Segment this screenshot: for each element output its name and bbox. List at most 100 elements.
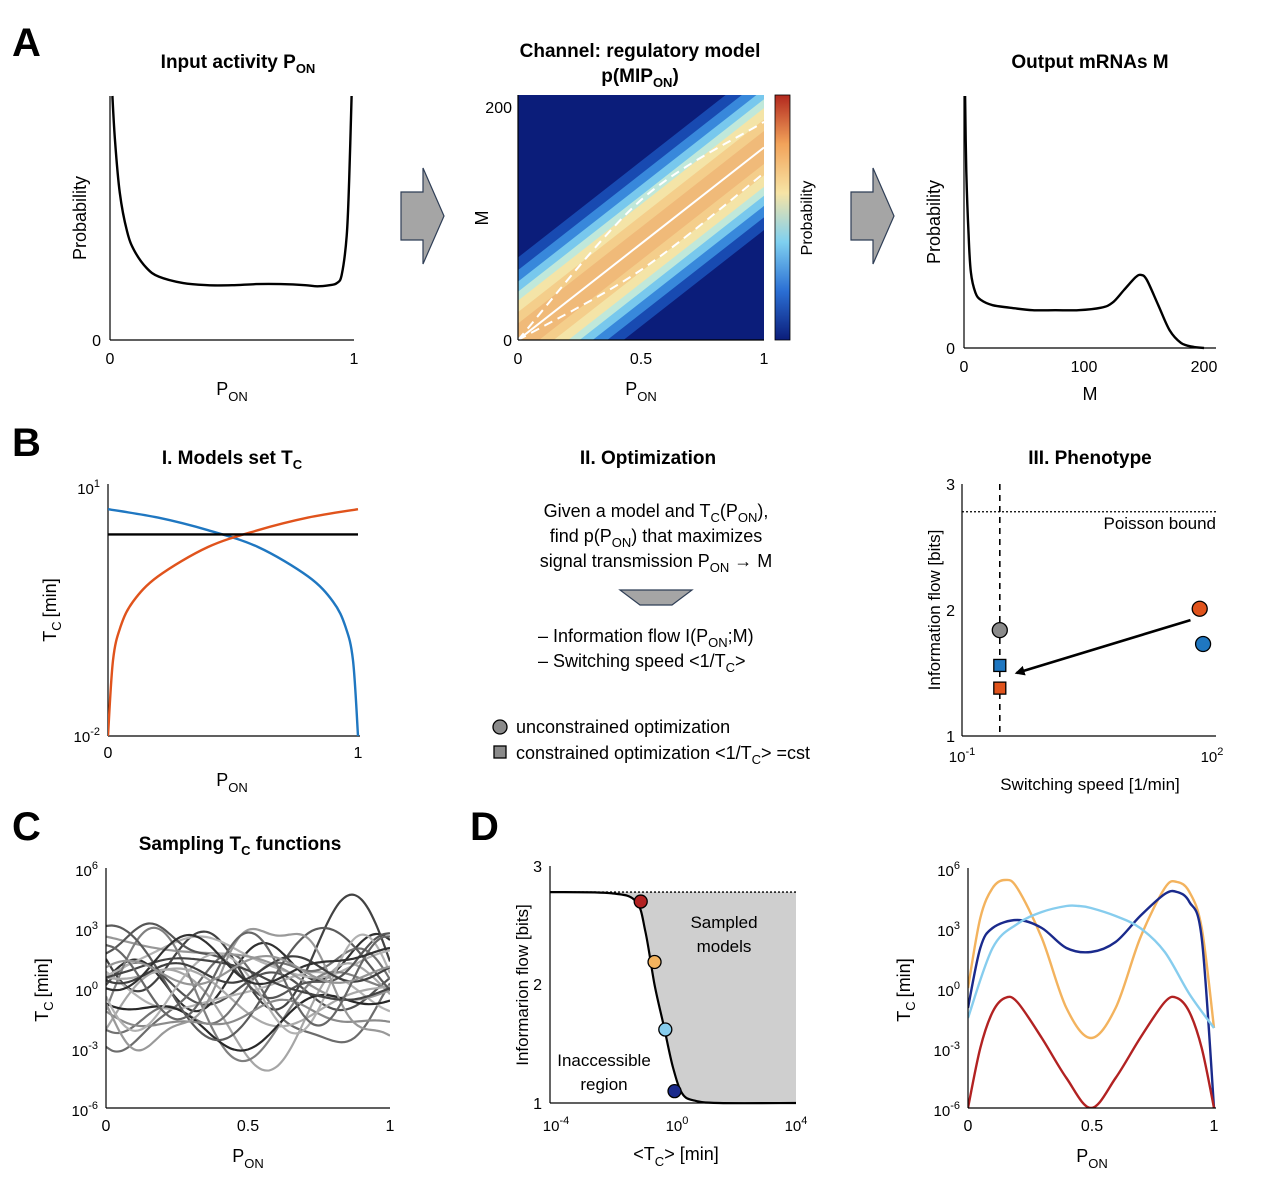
a2-ytick-200: 200 — [485, 100, 512, 117]
legend-constrained-label: constrained optimization <1/TC> =cst — [516, 743, 810, 767]
legend-square-marker — [493, 745, 507, 759]
chart-a3: Output mRNAs M Probability 0 0 100 200 M — [924, 52, 1217, 404]
a3-distribution-line — [963, 95, 1205, 350]
a2-xtick-1: 1 — [760, 351, 769, 368]
c-curve-19 — [106, 931, 390, 1027]
a1-xtick-1: 1 — [350, 351, 359, 368]
b2-down-arrow — [618, 589, 694, 606]
a1-ytick-0: 0 — [92, 333, 101, 350]
legend-unconstrained-label: unconstrained optimization — [516, 717, 730, 737]
b3-ylabel: Information flow [bits] — [925, 530, 944, 691]
flow-arrow-1 — [400, 167, 445, 265]
b3-title: III. Phenotype — [1028, 448, 1152, 469]
b3-optimization-arrow — [1014, 618, 1191, 676]
d2-ylabel: TC[min] — [894, 958, 918, 1021]
a2-colorbar — [774, 94, 791, 341]
a1-title: Input activity PON — [161, 52, 316, 76]
b2-output-information: – Information flow I(PON;M) — [538, 626, 754, 650]
d2-xtick-1: 1 — [1210, 1118, 1219, 1135]
c-ytick-1e3: 103 — [75, 920, 98, 940]
d2-xtick-05: 0.5 — [1081, 1118, 1103, 1135]
d1-inaccessible-label-2: region — [580, 1075, 627, 1094]
c-ylabel: TC[min] — [32, 958, 56, 1021]
a2-xlabel: PON — [625, 379, 657, 404]
c-curve-8 — [106, 926, 390, 1063]
d2-ytick-1e6: 106 — [937, 860, 960, 880]
a2-title-line2: p(MIPON) — [601, 66, 679, 90]
a2-xtick-0: 0 — [514, 351, 523, 368]
b1-ytick-bottom: 10-2 — [74, 726, 100, 746]
chart-a2: Channel: regulatory model p(MIPON) 200 0… — [472, 41, 816, 404]
a2-xtick-05: 0.5 — [630, 351, 652, 368]
b1-xlabel: PON — [216, 770, 248, 795]
b3-point-4 — [1194, 635, 1212, 653]
d1-point-2 — [658, 1022, 673, 1037]
c-curve-21 — [106, 954, 390, 986]
panel-letter-c: C — [12, 805, 41, 849]
c-xtick-1: 1 — [386, 1118, 395, 1135]
d1-ylabel: Informarion flow [bits] — [513, 904, 532, 1066]
a3-xtick-200: 200 — [1191, 359, 1218, 376]
chart-a1: Input activity PON Probability 0 0 1 PON — [70, 52, 359, 404]
d1-ytick-1: 1 — [533, 1096, 542, 1113]
d1-xtick-1e-4: 10-4 — [543, 1115, 569, 1135]
panel-b2: II. Optimization Given a model and TC(PO… — [492, 448, 810, 767]
a1-distribution-line — [111, 95, 353, 288]
d1-sampled-label-2: models — [697, 937, 752, 956]
panel-letter-d: D — [470, 805, 499, 849]
b3-point-2 — [993, 681, 1007, 695]
chart-d2: 106 103 100 10-3 10-6 TC[min] 0 0.5 1 PO… — [894, 860, 1219, 1171]
d2-xtick-0: 0 — [964, 1118, 973, 1135]
b1-title: I. Models set TC — [162, 448, 303, 472]
c-xlabel: PON — [232, 1146, 264, 1171]
c-ytick-1e6: 106 — [75, 860, 98, 880]
c-ytick-1e0: 100 — [75, 980, 98, 1000]
d1-ytick-3: 3 — [533, 859, 542, 876]
d2-series-light_blue — [968, 904, 1215, 1029]
b1-ylabel: TC[min] — [40, 578, 64, 641]
b2-desc-line2: find p(PON) that maximizes — [550, 526, 763, 550]
b3-xlabel: Switching speed [1/min] — [1000, 775, 1180, 794]
d1-ytick-2: 2 — [533, 977, 542, 994]
b1-series-orange — [108, 508, 359, 736]
a2-title-line1: Channel: regulatory model — [520, 41, 761, 62]
a2-ytick-0: 0 — [503, 333, 512, 350]
d1-xlabel: <TC> [min] — [633, 1144, 718, 1169]
b1-ytick-top: 101 — [77, 478, 100, 498]
b2-title: II. Optimization — [580, 448, 716, 469]
c-xtick-05: 0.5 — [237, 1118, 259, 1135]
chart-b1: I. Models set TC 101 10-2 TC[min] 0 1 PO… — [40, 448, 363, 795]
a1-xlabel: PON — [216, 379, 248, 404]
d1-sampled-label-1: Sampled — [690, 913, 757, 932]
panel-letter-b: B — [12, 421, 41, 465]
b1-xtick-1: 1 — [354, 745, 363, 762]
d1-point-1 — [647, 954, 662, 970]
b3-xtick-left: 10-1 — [949, 746, 975, 766]
a1-ylabel: Probability — [70, 176, 90, 260]
c-ytick-1e-3: 10-3 — [72, 1040, 98, 1060]
b3-ytick-1: 1 — [946, 729, 955, 746]
c-curve-4 — [106, 952, 390, 1053]
c-curve-20 — [106, 933, 390, 992]
b2-desc-line1: Given a model and TC(PON), — [544, 501, 769, 525]
a3-ylabel: Probability — [924, 180, 944, 264]
d2-series-navy — [968, 889, 1216, 1108]
b3-point-0 — [991, 622, 1008, 639]
d2-ytick-1e-3: 10-3 — [934, 1040, 960, 1060]
legend-circle-marker — [492, 719, 508, 735]
a2-ylabel: M — [472, 211, 492, 226]
a3-title: Output mRNAs M — [1011, 52, 1168, 73]
d2-series-dark_red — [968, 995, 1216, 1108]
c-curve-16 — [106, 927, 390, 1052]
b3-xtick-right: 102 — [1201, 746, 1224, 766]
c-title: Sampling TC functions — [139, 834, 342, 858]
d2-ytick-1e0: 100 — [937, 980, 960, 1000]
a3-xlabel: M — [1083, 384, 1098, 404]
d2-ytick-1e3: 103 — [937, 920, 960, 940]
b3-point-3 — [1191, 600, 1208, 617]
d2-ytick-1e-6: 10-6 — [934, 1100, 960, 1120]
a2-mean-line — [518, 146, 764, 340]
b2-output-switching: – Switching speed <1/TC> — [538, 651, 746, 675]
c-curve-15 — [106, 933, 390, 1035]
